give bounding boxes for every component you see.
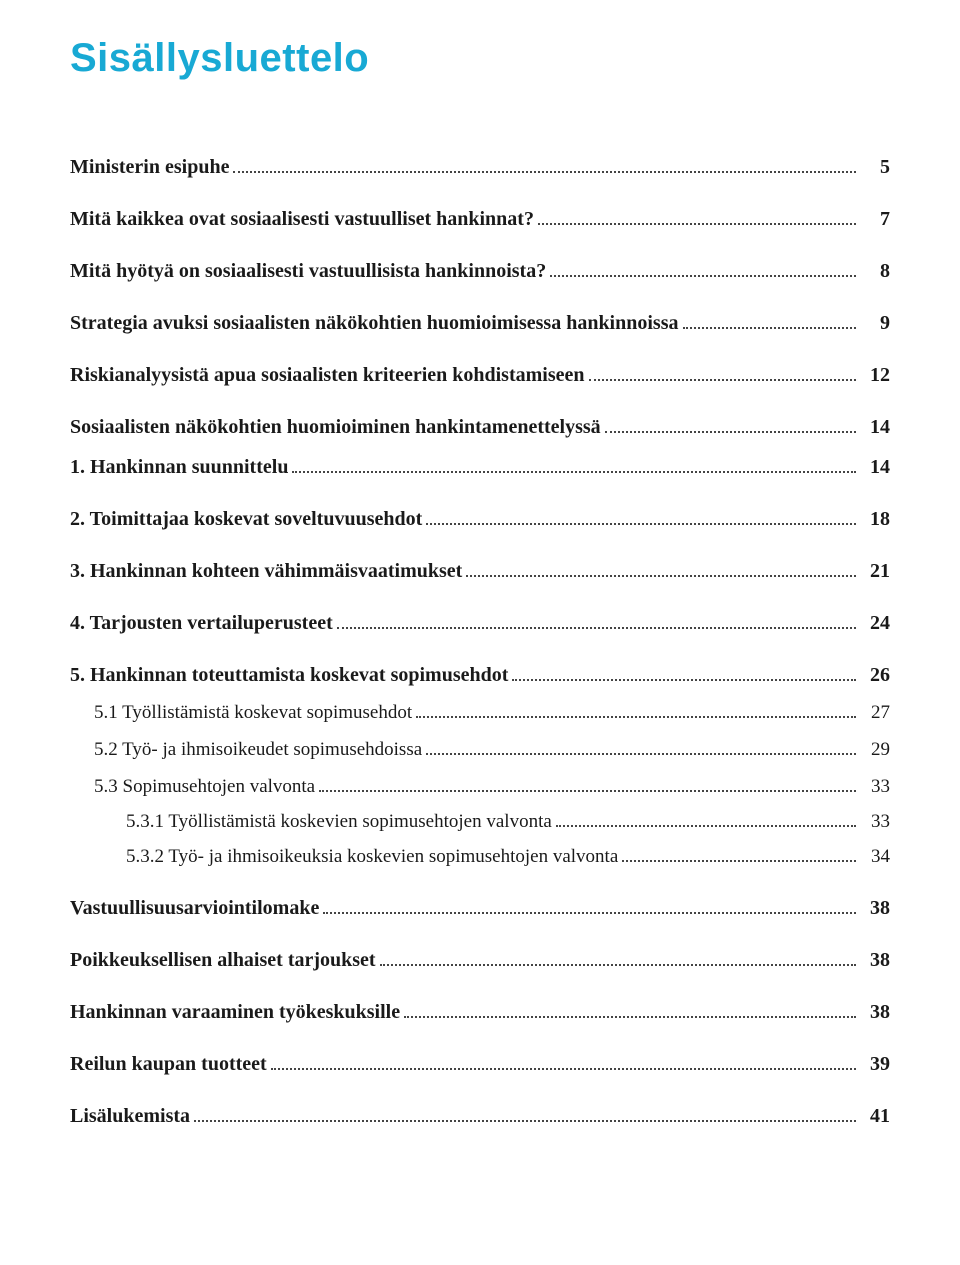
toc-label: 5.2 Työ- ja ihmisoikeudet sopimusehdoiss… <box>94 739 422 761</box>
toc-row: 2. Toimittajaa koskevat soveltuvuusehdot… <box>70 505 890 531</box>
toc-label: Poikkeuksellisen alhaiset tarjoukset <box>70 949 376 972</box>
toc-dots <box>622 843 856 862</box>
toc-dots <box>426 505 856 525</box>
toc-page-number: 41 <box>862 1105 890 1128</box>
toc-row: Hankinnan varaaminen työkeskuksille 38 <box>70 998 890 1024</box>
toc-dots <box>538 205 856 225</box>
toc-dots <box>194 1102 856 1122</box>
toc-page-number: 29 <box>862 739 890 761</box>
toc-label: Strategia avuksi sosiaalisten näkökohtie… <box>70 312 679 335</box>
toc-dots <box>323 894 856 914</box>
toc-label: Mitä hyötyä on sosiaalisesti vastuullisi… <box>70 260 546 283</box>
toc-page-number: 14 <box>862 416 890 439</box>
toc-container: Ministerin esipuhe 5 Mitä kaikkea ovat sos… <box>70 153 890 1128</box>
toc-row: 5.3.1 Työllistämistä koskevien sopimuseh… <box>70 808 890 833</box>
toc-label: Mitä kaikkea ovat sosiaalisesti vastuull… <box>70 208 534 231</box>
toc-dots <box>556 808 856 827</box>
toc-label: 3. Hankinnan kohteen vähimmäisvaatimukse… <box>70 560 462 583</box>
toc-dots <box>550 257 856 277</box>
toc-page-number: 21 <box>862 560 890 583</box>
toc-row: Reilun kaupan tuotteet 39 <box>70 1050 890 1076</box>
toc-label: 5.3.2 Työ- ja ihmisoikeuksia koskevien s… <box>126 846 618 868</box>
toc-dots <box>319 773 856 792</box>
toc-page-number: 33 <box>862 776 890 798</box>
toc-page-number: 5 <box>862 156 890 179</box>
toc-dots <box>337 609 856 629</box>
toc-page-number: 24 <box>862 612 890 635</box>
toc-dots <box>271 1050 856 1070</box>
toc-label: 5.3.1 Työllistämistä koskevien sopimuseh… <box>126 811 552 833</box>
toc-row: Sosiaalisten näkökohtien huomioiminen ha… <box>70 413 890 439</box>
toc-row: 1. Hankinnan suunnittelu 14 <box>70 453 890 479</box>
toc-row: 5.2 Työ- ja ihmisoikeudet sopimusehdoiss… <box>70 736 890 761</box>
toc-label: 5. Hankinnan toteuttamista koskevat sopi… <box>70 664 508 687</box>
toc-page-number: 33 <box>862 811 890 833</box>
toc-row: Poikkeuksellisen alhaiset tarjoukset 38 <box>70 946 890 972</box>
toc-label: 4. Tarjousten vertailuperusteet <box>70 612 333 635</box>
toc-dots <box>605 413 856 433</box>
toc-page-number: 18 <box>862 508 890 531</box>
toc-dots <box>426 736 856 755</box>
toc-page-number: 7 <box>862 208 890 231</box>
toc-row: 4. Tarjousten vertailuperusteet 24 <box>70 609 890 635</box>
toc-dots <box>233 153 856 173</box>
toc-row: Strategia avuksi sosiaalisten näkökohtie… <box>70 309 890 335</box>
toc-row: Riskianalyysistä apua sosiaalisten krite… <box>70 361 890 387</box>
page: Sisällysluettelo Ministerin esipuhe 5 Mitä… <box>0 0 960 1168</box>
toc-page-number: 8 <box>862 260 890 283</box>
toc-label: Vastuullisuusarviointilomake <box>70 897 319 920</box>
toc-heading: Sisällysluettelo <box>70 36 890 81</box>
toc-row: Ministerin esipuhe 5 <box>70 153 890 179</box>
toc-dots <box>292 453 856 473</box>
toc-label: Reilun kaupan tuotteet <box>70 1053 267 1076</box>
toc-row: Mitä hyötyä on sosiaalisesti vastuullisi… <box>70 257 890 283</box>
toc-page-number: 38 <box>862 1001 890 1024</box>
toc-page-number: 38 <box>862 897 890 920</box>
toc-page-number: 39 <box>862 1053 890 1076</box>
toc-dots <box>512 661 856 681</box>
toc-row: 5.3.2 Työ- ja ihmisoikeuksia koskevien s… <box>70 843 890 868</box>
toc-label: Sosiaalisten näkökohtien huomioiminen ha… <box>70 416 601 439</box>
toc-label: 5.1 Työllistämistä koskevat sopimusehdot <box>94 702 412 724</box>
toc-label: Riskianalyysistä apua sosiaalisten krite… <box>70 364 585 387</box>
toc-dots <box>589 361 856 381</box>
toc-row: 3. Hankinnan kohteen vähimmäisvaatimukse… <box>70 557 890 583</box>
toc-label: Ministerin esipuhe <box>70 156 229 179</box>
toc-label: 1. Hankinnan suunnittelu <box>70 456 288 479</box>
toc-label: 5.3 Sopimusehtojen valvonta <box>94 776 315 798</box>
toc-page-number: 27 <box>862 702 890 724</box>
toc-label: 2. Toimittajaa koskevat soveltuvuusehdot <box>70 508 422 531</box>
toc-dots <box>683 309 857 329</box>
toc-row: 5.1 Työllistämistä koskevat sopimusehdot… <box>70 699 890 724</box>
toc-page-number: 34 <box>862 846 890 868</box>
toc-row: 5.3 Sopimusehtojen valvonta 33 <box>70 773 890 798</box>
toc-dots <box>416 699 856 718</box>
toc-dots <box>404 998 856 1018</box>
toc-label: Lisälukemista <box>70 1105 190 1128</box>
toc-row: 5. Hankinnan toteuttamista koskevat sopi… <box>70 661 890 687</box>
toc-row: Mitä kaikkea ovat sosiaalisesti vastuull… <box>70 205 890 231</box>
toc-dots <box>466 557 856 577</box>
toc-page-number: 26 <box>862 664 890 687</box>
toc-page-number: 12 <box>862 364 890 387</box>
toc-row: Lisälukemista 41 <box>70 1102 890 1128</box>
toc-row: Vastuullisuusarviointilomake 38 <box>70 894 890 920</box>
toc-label: Hankinnan varaaminen työkeskuksille <box>70 1001 400 1024</box>
toc-page-number: 14 <box>862 456 890 479</box>
toc-dots <box>380 946 856 966</box>
toc-page-number: 38 <box>862 949 890 972</box>
toc-page-number: 9 <box>862 312 890 335</box>
